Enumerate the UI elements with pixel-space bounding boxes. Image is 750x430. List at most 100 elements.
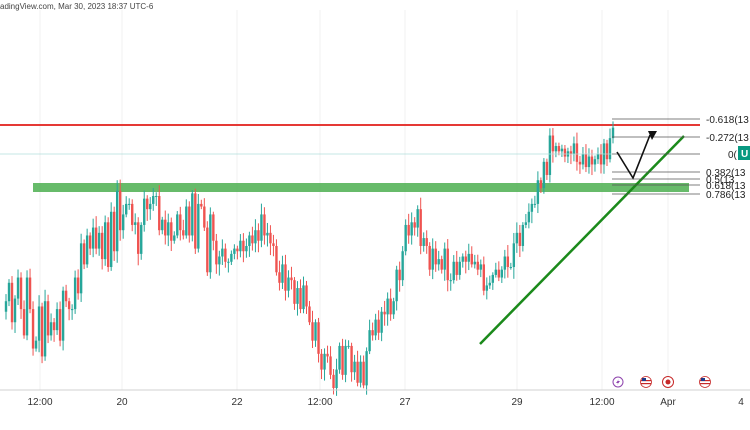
candle-body: [40, 306, 44, 357]
candle-body: [596, 153, 600, 160]
candle-body: [22, 309, 26, 336]
candle-body: [55, 309, 59, 331]
candle-body: [34, 340, 38, 349]
candle-body: [434, 248, 437, 265]
candle-body: [97, 232, 101, 249]
candle-body: [407, 224, 410, 236]
candle-body: [512, 243, 516, 268]
x-tick-label: 12:00: [307, 397, 332, 408]
candle-body: [587, 156, 591, 168]
candle-body: [323, 353, 326, 370]
candle-body: [431, 248, 434, 270]
candle-body: [458, 261, 461, 275]
candle-body: [422, 238, 425, 246]
us-flag-icon[interactable]: [640, 376, 652, 388]
candle-body: [194, 193, 197, 249]
candle-body: [419, 209, 422, 246]
candle-body: [335, 369, 338, 388]
candle-body: [455, 261, 458, 275]
candle-body: [515, 232, 519, 244]
x-tick-label: 20: [116, 397, 128, 408]
candle-body: [326, 353, 329, 357]
candle-body: [106, 222, 110, 268]
candle-body: [578, 161, 582, 165]
candle-body: [446, 248, 449, 281]
candle-body: [134, 222, 137, 225]
candle-body: [503, 256, 507, 270]
candle-body: [46, 301, 50, 336]
us-flag-icon[interactable]: [699, 376, 711, 388]
candle-body: [275, 245, 278, 273]
candle-body: [608, 138, 612, 160]
candle-body: [281, 264, 284, 283]
candle-body: [440, 259, 443, 270]
candle-body: [506, 256, 510, 268]
red-circle-icon[interactable]: [662, 376, 674, 388]
candle-body: [239, 240, 242, 252]
candle-body: [242, 240, 245, 252]
candle-body: [479, 264, 482, 270]
candle-body: [410, 222, 413, 236]
candle-body: [572, 143, 576, 154]
chart-grid: [39, 10, 669, 390]
lightning-icon[interactable]: [612, 376, 624, 388]
candle-body: [16, 277, 20, 299]
candle-body: [509, 267, 513, 269]
candle-body: [200, 203, 203, 207]
candle-body: [356, 361, 359, 383]
candle-body: [404, 224, 407, 252]
candle-body: [485, 285, 488, 291]
candle-body: [191, 193, 194, 236]
candle-body: [263, 214, 266, 236]
candle-body: [37, 306, 41, 341]
candle-body: [524, 222, 528, 225]
fib-level-label: 0.786(13: [706, 190, 746, 201]
candle-body: [236, 248, 239, 252]
candle-body: [470, 253, 473, 265]
candle-body: [61, 290, 65, 341]
candle-body: [449, 280, 452, 282]
candle-body: [338, 345, 341, 370]
candle-body: [398, 269, 401, 281]
fib-level-label: -0.272(13: [706, 133, 749, 144]
candle-body: [197, 203, 200, 249]
candle-body: [533, 203, 537, 205]
candle-body: [383, 311, 386, 315]
support-zone: [33, 183, 689, 192]
candle-body: [212, 214, 215, 241]
candle-body: [278, 272, 281, 283]
candle-body: [64, 290, 68, 302]
candle-body: [70, 309, 74, 311]
x-tick-label: 29: [511, 397, 523, 408]
candle-body: [79, 243, 83, 294]
candle-body: [103, 222, 107, 260]
fib-level-label: 0(: [728, 150, 738, 161]
candle-body: [488, 282, 491, 286]
candle-body: [293, 280, 296, 304]
candle-body: [185, 206, 188, 236]
candle-body: [341, 345, 344, 375]
candle-body: [19, 277, 23, 310]
candle-body: [611, 127, 615, 139]
candle-body: [539, 180, 543, 189]
candle-body: [401, 251, 404, 281]
candle-body: [371, 330, 374, 336]
candle-body: [227, 261, 230, 263]
candle-body: [584, 153, 588, 168]
candle-body: [299, 288, 302, 310]
candle-body: [209, 214, 212, 273]
candle-body: [482, 264, 485, 291]
candle-body: [109, 211, 113, 268]
candle-body: [395, 269, 398, 302]
projection-arrowhead: [648, 131, 657, 140]
candle-body: [182, 230, 185, 236]
candle-body: [43, 301, 47, 357]
candle-body: [149, 203, 152, 210]
candle-body: [569, 151, 573, 154]
candle-body: [302, 285, 305, 310]
candle-body: [137, 222, 140, 254]
candle-body: [590, 156, 594, 165]
candle-body: [128, 203, 131, 205]
candle-body: [170, 222, 173, 241]
